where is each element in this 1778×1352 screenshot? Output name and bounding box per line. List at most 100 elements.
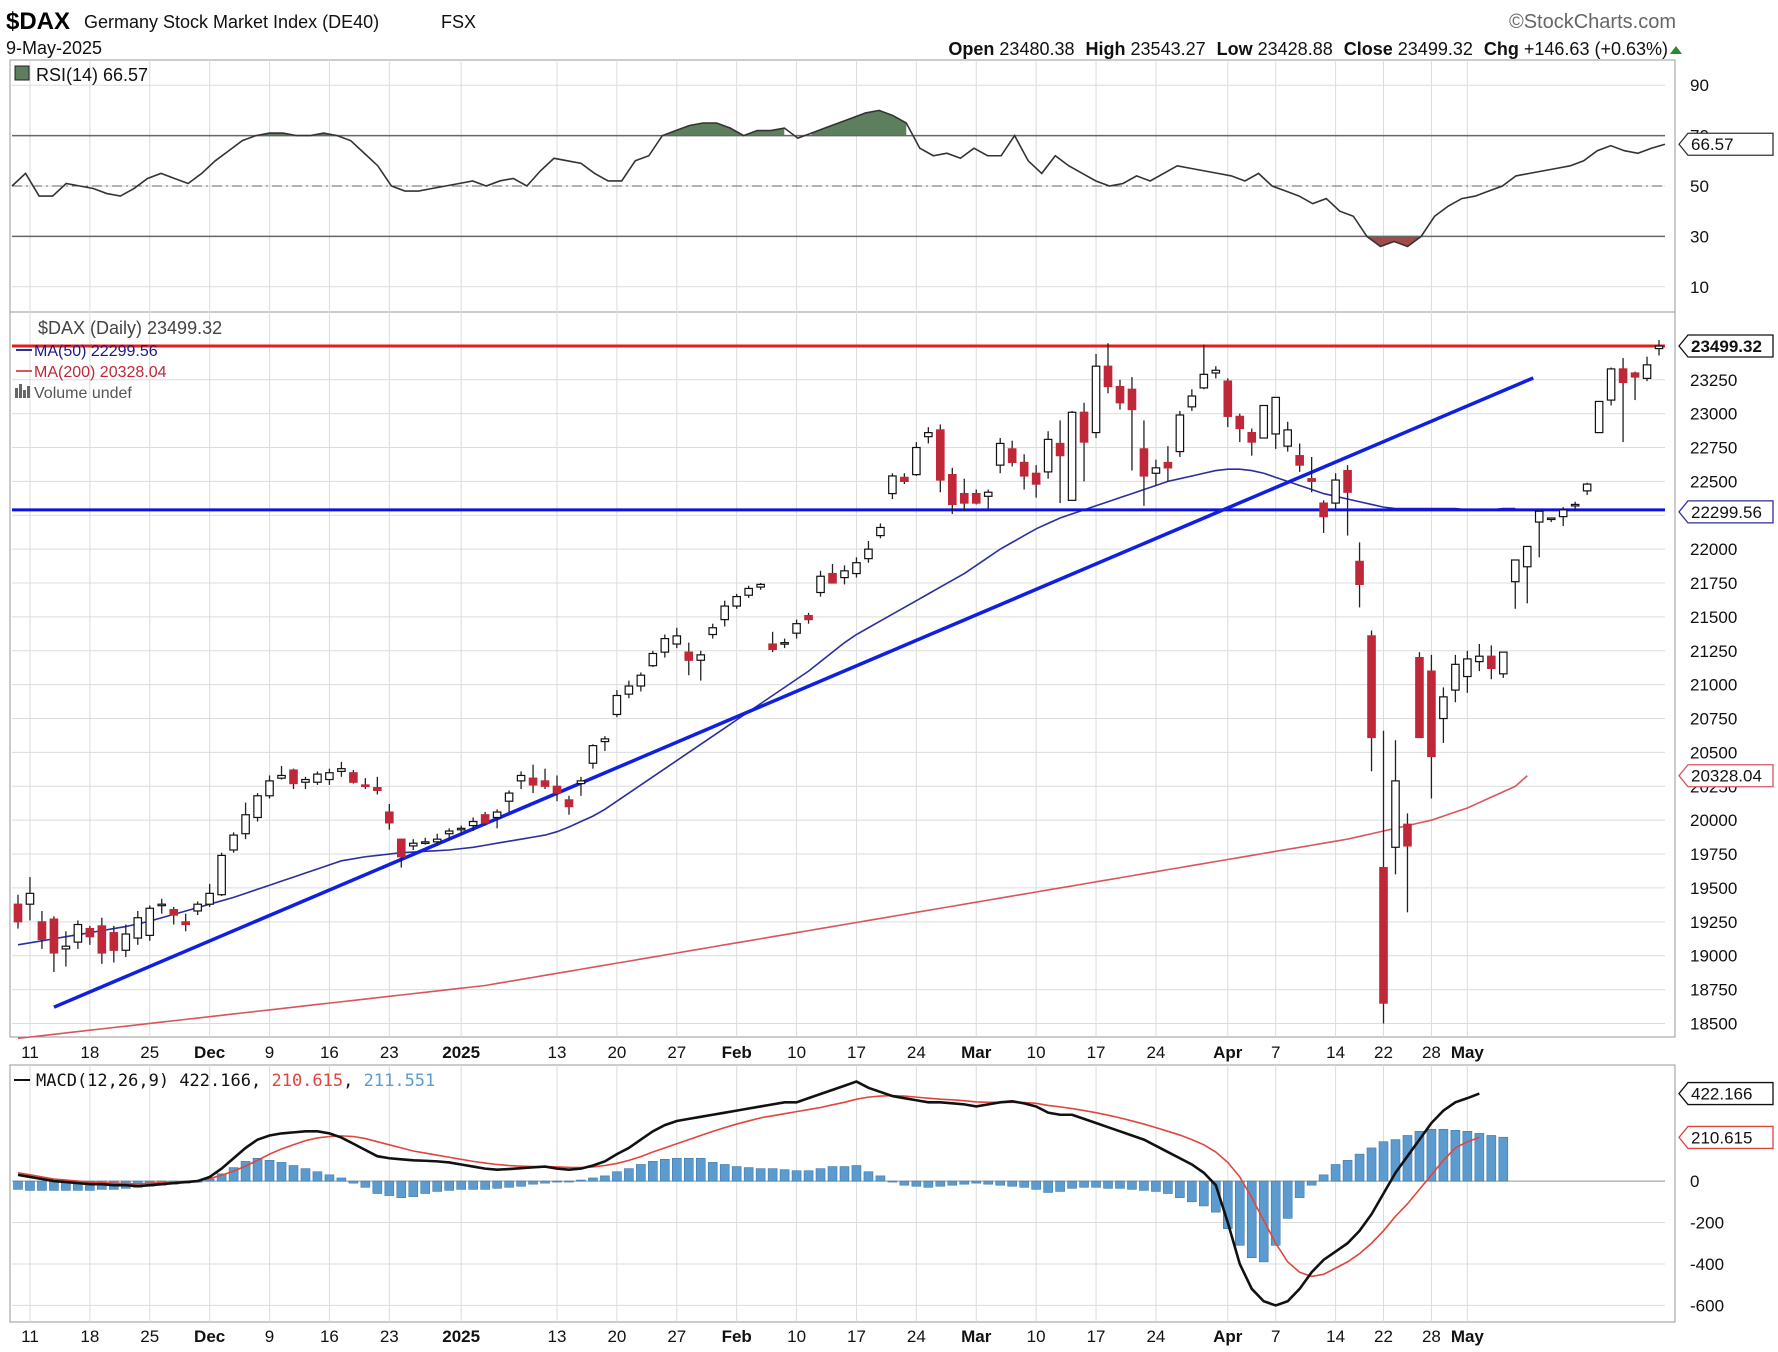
date-label: 17 <box>1087 1043 1106 1062</box>
svg-text:MACD(12,26,9) 422.166,: MACD(12,26,9) 422.166, 210.615, 211.551 <box>36 1071 435 1091</box>
candle-body <box>265 780 274 797</box>
rsi-legend-icon <box>14 65 30 81</box>
date-label: 24 <box>907 1327 926 1346</box>
hist-legend-value: 211.551 <box>364 1071 436 1091</box>
candle-body <box>1630 372 1640 378</box>
price-layer <box>12 340 1665 1040</box>
macd-histogram-bar <box>576 1179 586 1182</box>
candle-body <box>756 583 765 588</box>
candle <box>157 898 167 914</box>
candle <box>1558 507 1568 527</box>
candle <box>828 564 837 584</box>
candle <box>804 612 813 624</box>
signal-line <box>17 1094 1480 1278</box>
macd-histogram-bar <box>695 1157 706 1182</box>
candle <box>121 924 131 958</box>
candle <box>229 832 238 853</box>
candle-body <box>1487 655 1496 670</box>
candle-body <box>396 838 406 858</box>
candle <box>385 803 394 830</box>
candle <box>408 839 418 850</box>
macd-histogram-bar <box>492 1180 502 1189</box>
candle-body <box>85 927 95 938</box>
macd-legend-name: MACD(12,26,9) <box>36 1071 169 1091</box>
candle-body <box>492 811 502 819</box>
candle-body <box>157 903 167 907</box>
macd-histogram-bar <box>1163 1180 1173 1194</box>
candle-body <box>241 814 250 835</box>
watermark: ©StockCharts.com <box>1509 11 1676 33</box>
candle <box>241 802 250 840</box>
candle <box>1307 457 1316 493</box>
macd-histogram-bar <box>875 1175 886 1182</box>
candle-body <box>1127 388 1137 411</box>
macd-histogram-bar <box>288 1165 299 1182</box>
macd-histogram-bar <box>1498 1136 1509 1182</box>
date-label: 10 <box>787 1043 806 1062</box>
macd-histogram-bar <box>863 1171 874 1182</box>
candle <box>672 627 682 649</box>
date-label: 14 <box>1326 1327 1345 1346</box>
macd-histogram-bar <box>839 1166 850 1182</box>
macd-histogram-bar <box>1031 1180 1041 1190</box>
candle-body <box>1522 545 1532 568</box>
axes: 1030507090185001875019000192501950019750… <box>21 76 1774 1346</box>
signal-value-tag: 210.615 <box>1678 1125 1774 1150</box>
candle <box>840 565 849 585</box>
date-label: Apr <box>1213 1043 1243 1062</box>
candle <box>1283 421 1292 452</box>
price-tick-label: 19000 <box>1690 947 1737 966</box>
candle-body <box>971 492 981 504</box>
candle <box>361 778 370 790</box>
rsi-legend-text: RSI(14) 66.57 <box>36 65 148 85</box>
macd-histogram-bar <box>624 1168 634 1182</box>
candle <box>936 424 945 493</box>
macd-legend: MACD(12,26,9) 422.166, 210.615, 211.551 <box>14 1071 435 1091</box>
candle-body <box>253 795 262 819</box>
price-tick-label: 20000 <box>1690 811 1737 830</box>
macd-histogram-bar <box>1414 1131 1425 1182</box>
macd-histogram-bar <box>887 1180 898 1183</box>
macd-histogram-bar <box>1426 1128 1437 1182</box>
macd-histogram-bar <box>528 1180 538 1185</box>
macd-histogram-bar <box>959 1180 970 1185</box>
macd-layer <box>12 1080 1665 1307</box>
macd-legend-value: 422.166 <box>179 1071 251 1091</box>
candle <box>1031 465 1041 498</box>
macd-tick-label: -400 <box>1690 1255 1724 1274</box>
macd-histogram-bar <box>396 1180 407 1198</box>
date-label: 27 <box>667 1043 686 1062</box>
candle <box>864 541 873 563</box>
candle <box>1295 443 1304 472</box>
macd-histogram-bar <box>815 1168 826 1182</box>
candle <box>1079 402 1089 482</box>
candle-body <box>1498 651 1508 675</box>
candle <box>516 771 526 790</box>
candle-body <box>1582 483 1592 492</box>
date-label: 23 <box>380 1327 399 1346</box>
candle <box>756 583 765 590</box>
candle <box>1235 413 1245 443</box>
date-label: 18 <box>80 1043 99 1062</box>
macd-histogram-bar <box>1091 1180 1101 1188</box>
candle-body <box>1343 469 1352 493</box>
candle <box>1151 459 1161 486</box>
date-label: 7 <box>1271 1327 1280 1346</box>
candle-body <box>696 654 706 661</box>
date-label: Dec <box>194 1327 225 1346</box>
candle <box>468 817 478 832</box>
candle-body <box>205 892 214 905</box>
candle-body <box>900 476 909 482</box>
candle <box>912 442 921 476</box>
candle-body <box>420 841 430 844</box>
candle <box>1403 813 1412 913</box>
date-label: 23 <box>380 1043 399 1062</box>
candle-body <box>983 491 993 497</box>
macd-histogram-bar <box>348 1180 359 1184</box>
candle <box>1546 517 1556 523</box>
candle <box>1594 400 1604 434</box>
candle <box>1139 420 1149 506</box>
macd-histogram-bar <box>444 1180 454 1191</box>
macd-histogram-bar <box>1234 1180 1245 1246</box>
